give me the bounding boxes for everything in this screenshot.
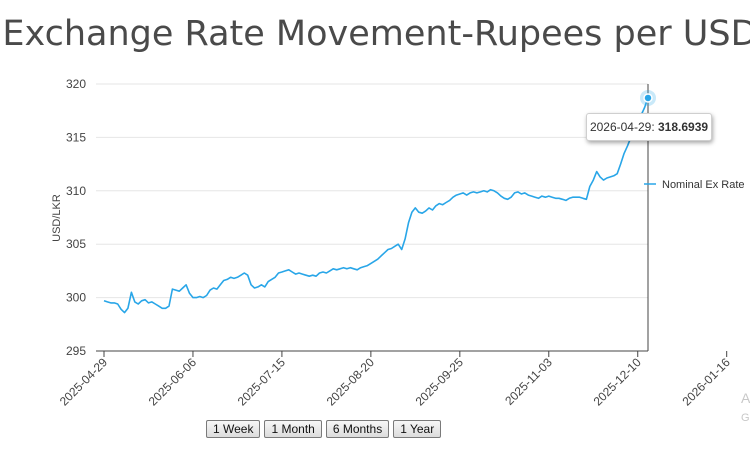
y-tick-label: 315 — [66, 130, 86, 144]
range-6-months-button[interactable]: 6 Months — [325, 420, 390, 438]
x-tick-label: 2025-12-10 — [591, 355, 645, 409]
cropped-edge-text: A — [741, 390, 750, 406]
range-1-week-button[interactable]: 1 Week — [206, 420, 261, 438]
x-tick-label: 2025-11-03 — [502, 355, 555, 408]
range-1-year-button[interactable]: 1 Year — [393, 420, 442, 438]
range-1-month-button[interactable]: 1 Month — [264, 420, 322, 438]
x-tick-label: 2026-01-16 — [680, 355, 734, 409]
range-selector: 1 Week 1 Month 6 Months 1 Year — [206, 420, 442, 438]
x-tick-label: 2025-08-20 — [324, 355, 378, 409]
cropped-edge-text: G — [741, 412, 750, 424]
y-tick-label: 305 — [66, 237, 86, 251]
y-tick-label: 310 — [66, 184, 86, 198]
y-tick-label: 295 — [66, 344, 86, 358]
x-tick-label: 2025-06-06 — [146, 355, 200, 409]
chart-title: Exchange Rate Movement-Rupees per USD — [2, 14, 750, 54]
tooltip-value: 318.6939 — [658, 120, 709, 134]
tooltip-date: 2026-04-29: — [589, 120, 655, 134]
data-tooltip: 2026-04-29: 318.6939 — [586, 113, 712, 141]
legend-label: Nominal Ex Rate — [662, 179, 745, 191]
series-line-nominal-ex-rate — [103, 97, 649, 314]
y-tick-label: 320 — [66, 77, 86, 91]
x-tick-label: 2025-09-25 — [413, 355, 467, 409]
highlight-point — [643, 93, 653, 103]
x-tick-label: 2025-07-15 — [235, 355, 289, 409]
x-tick-label: 2025-04-29 — [57, 355, 111, 409]
y-tick-label: 300 — [66, 291, 86, 305]
y-axis-label: USD/LKR — [51, 194, 63, 242]
